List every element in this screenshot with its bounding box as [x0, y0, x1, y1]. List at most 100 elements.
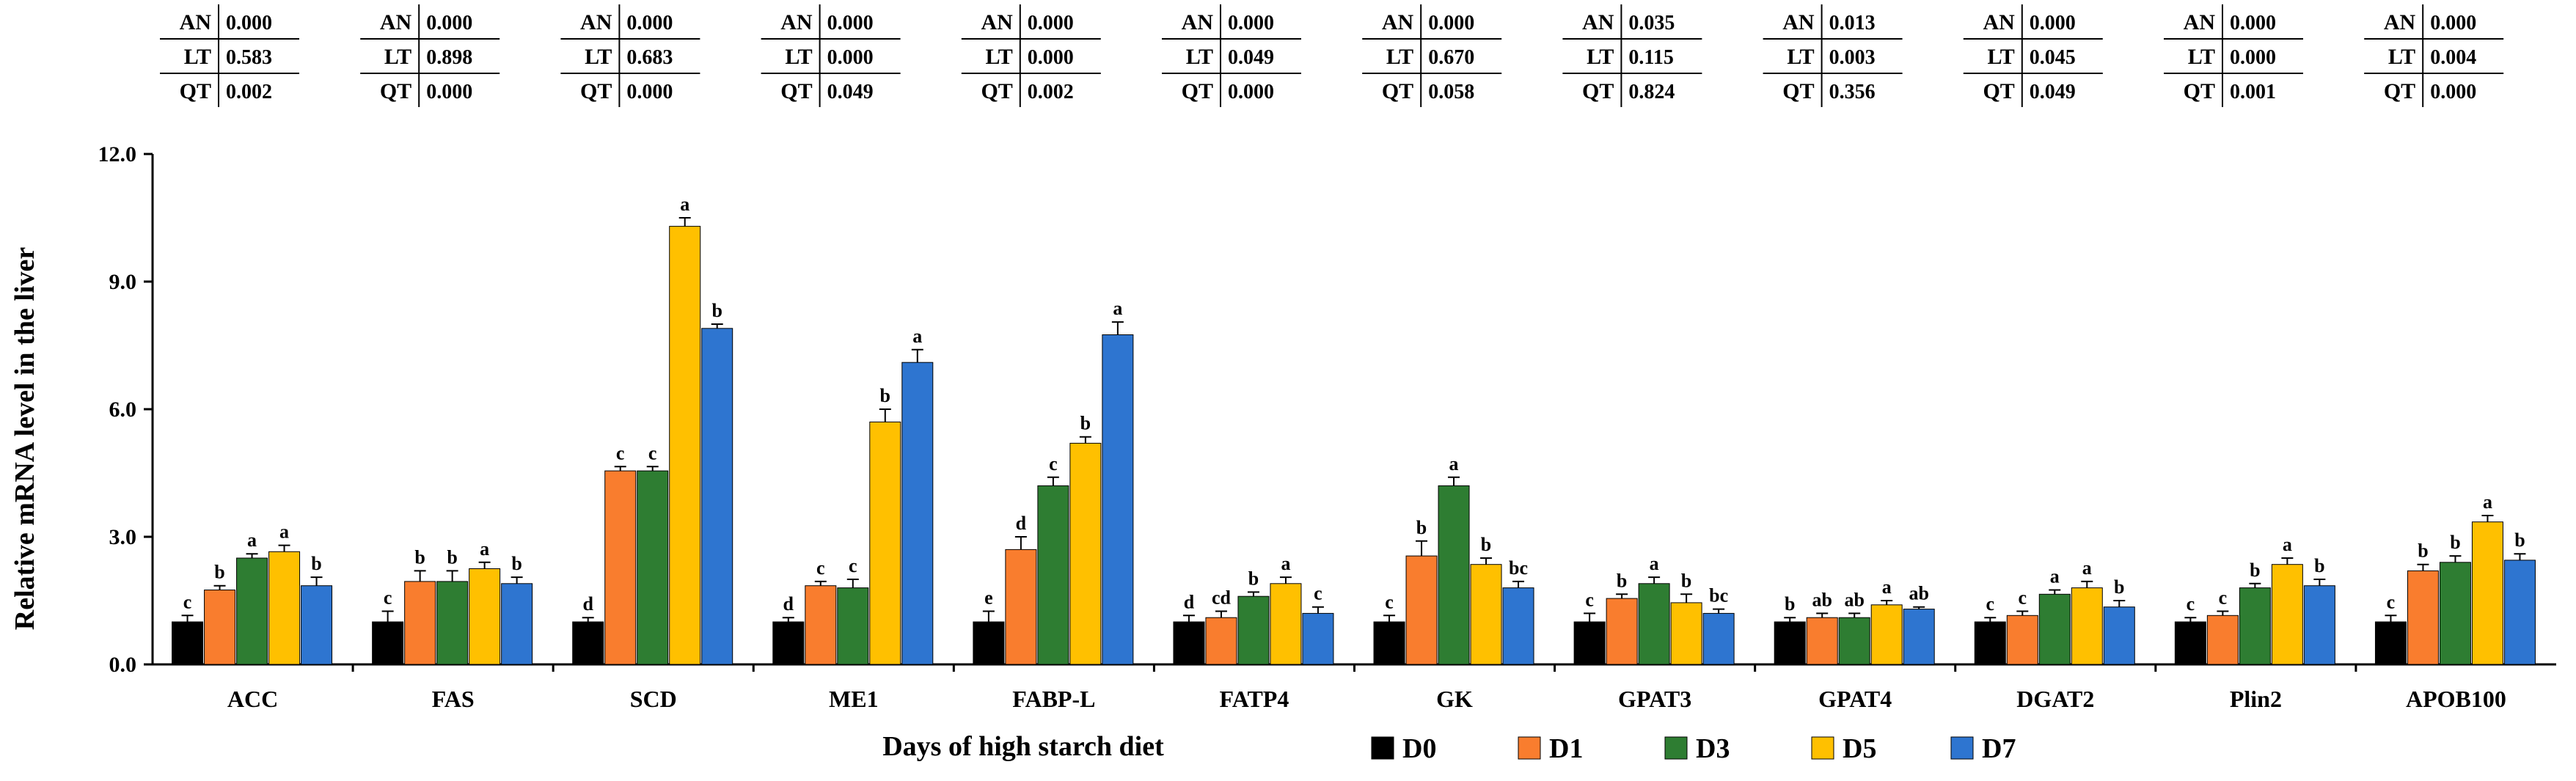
- stats-value: 0.000: [2230, 12, 2276, 34]
- bar-gk-d7: [1502, 587, 1534, 665]
- bar-group-dgat2: c ca ab: [1974, 557, 2135, 665]
- stats-value: 0.000: [1028, 46, 1074, 69]
- bar-acc-d0: [172, 621, 204, 665]
- y-tick-label: 9.0: [109, 270, 137, 294]
- significance-letter: c: [1986, 593, 1995, 615]
- significance-letter: a: [1113, 298, 1122, 319]
- stats-row-label: LT: [2388, 45, 2415, 69]
- significance-letter: a: [2082, 557, 2092, 579]
- bar-fatp4-d1: [1205, 617, 1237, 665]
- stats-value: 0.002: [1028, 81, 1074, 103]
- bar-me1-d5: [869, 421, 901, 665]
- stats-row-label: QT: [180, 79, 211, 103]
- bar-fas-d0: [372, 621, 404, 665]
- significance-letter: c: [384, 587, 392, 609]
- stats-value: 0.000: [1428, 12, 1474, 34]
- bar-fatp4-d3: [1237, 595, 1270, 665]
- stats-value: 0.000: [827, 12, 874, 34]
- stats-table-me1: AN 0.000 LT 0.000 QT 0.049: [761, 4, 901, 107]
- bar-fabp-l-d0: [973, 621, 1005, 665]
- stats-row-label: QT: [380, 79, 411, 103]
- bar-plin2-d3: [2239, 587, 2271, 665]
- stats-row-label: LT: [384, 45, 411, 69]
- stats-table-scd: AN 0.000 LT 0.683 QT 0.000: [560, 4, 700, 107]
- bar-dgat2-d7: [2103, 606, 2135, 665]
- significance-letter: b: [2450, 532, 2460, 553]
- stats-row-label: LT: [1988, 45, 2015, 69]
- stats-value: 0.000: [1028, 12, 1074, 34]
- bar-gpat4-d7: [1903, 609, 1935, 665]
- stats-value: 0.013: [1829, 12, 1876, 34]
- bar-gk-d1: [1405, 555, 1438, 665]
- significance-letter: a: [480, 538, 489, 560]
- bar-apob100-d7: [2503, 560, 2536, 665]
- significance-letter: b: [1481, 534, 1491, 555]
- legend-swatch-d5: [1811, 736, 1834, 760]
- significance-letter: e: [984, 587, 993, 609]
- stats-row-label: QT: [1983, 79, 2014, 103]
- bar-fas-d7: [501, 583, 533, 665]
- bar-fas-d3: [436, 581, 469, 665]
- stats-value: 0.000: [626, 81, 673, 103]
- stats-row-label: QT: [1382, 79, 1413, 103]
- stats-row-label: QT: [780, 79, 812, 103]
- stats-table-gpat3: AN 0.035 LT 0.115 QT 0.824: [1562, 4, 1702, 107]
- stats-row-label: QT: [1782, 79, 1814, 103]
- bar-gpat4-d0: [1774, 621, 1806, 665]
- bar-plin2-d0: [2174, 621, 2206, 665]
- stats-row-label: LT: [1386, 45, 1413, 69]
- stats-row-label: LT: [1587, 45, 1614, 69]
- stats-row-label: LT: [184, 45, 211, 69]
- stats-value: 0.000: [2430, 81, 2476, 103]
- x-tick-label: FAS: [432, 686, 475, 712]
- significance-letter: c: [816, 557, 825, 579]
- bar-dgat2-d1: [2006, 615, 2038, 665]
- stats-table-fatp4: AN 0.000 LT 0.049 QT 0.000: [1162, 4, 1301, 107]
- y-tick-label: 6.0: [109, 397, 137, 422]
- stats-value: 0.000: [2230, 46, 2276, 69]
- stats-row-label: AN: [1983, 10, 2015, 34]
- significance-letter: b: [2418, 540, 2428, 562]
- stats-row-label: AN: [2184, 10, 2216, 34]
- significance-letter: b: [414, 546, 425, 568]
- bar-apob100-d0: [2374, 621, 2407, 665]
- stats-value: 0.002: [226, 81, 272, 103]
- significance-letter: a: [1281, 553, 1290, 574]
- bar-gpat4-d5: [1870, 604, 1903, 665]
- significance-letter: b: [1681, 570, 1691, 591]
- stats-table-plin2: AN 0.000 LT 0.000 QT 0.001: [2164, 4, 2303, 107]
- stats-value: 0.670: [1428, 46, 1474, 69]
- significance-letter: bc: [1509, 557, 1528, 579]
- stats-row-label: LT: [2188, 45, 2215, 69]
- stats-value: 0.683: [626, 46, 673, 69]
- y-axis-label: Relative mRNA level in the liver: [10, 247, 40, 631]
- y-tick-label: 0.0: [109, 653, 137, 677]
- bar-group-me1: dc cba: [772, 326, 934, 665]
- bar-me1-d1: [805, 585, 837, 665]
- significance-letter: c: [616, 442, 625, 463]
- stats-table-fas: AN 0.000 LT 0.898 QT 0.000: [360, 4, 500, 107]
- x-tick-label: ACC: [227, 686, 278, 712]
- stats-value: 0.004: [2430, 46, 2476, 69]
- bar-apob100-d1: [2407, 570, 2439, 665]
- stats-value: 0.000: [2430, 12, 2476, 34]
- stats-table-apob100: AN 0.000 LT 0.004 QT 0.000: [2364, 4, 2504, 107]
- stats-row-label: AN: [1782, 10, 1815, 34]
- stats-value: 0.000: [426, 81, 472, 103]
- bar-gpat3-d3: [1638, 583, 1670, 665]
- x-tick-label: GPAT4: [1818, 686, 1892, 712]
- significance-letter: b: [1416, 517, 1427, 538]
- bar-fatp4-d7: [1302, 612, 1334, 665]
- y-axis-ticks: 0.0 3.0 6.0 9.0 12.0: [98, 142, 153, 677]
- significance-letter: a: [912, 326, 922, 347]
- significance-letter: c: [2387, 591, 2396, 612]
- bar-me1-d0: [772, 621, 805, 665]
- significance-letter: a: [1650, 553, 1659, 574]
- stats-value: 0.356: [1829, 81, 1876, 103]
- significance-letter: d: [783, 593, 794, 615]
- x-axis-label: Days of high starch diet: [882, 731, 1164, 762]
- bar-scd-d5: [669, 226, 701, 665]
